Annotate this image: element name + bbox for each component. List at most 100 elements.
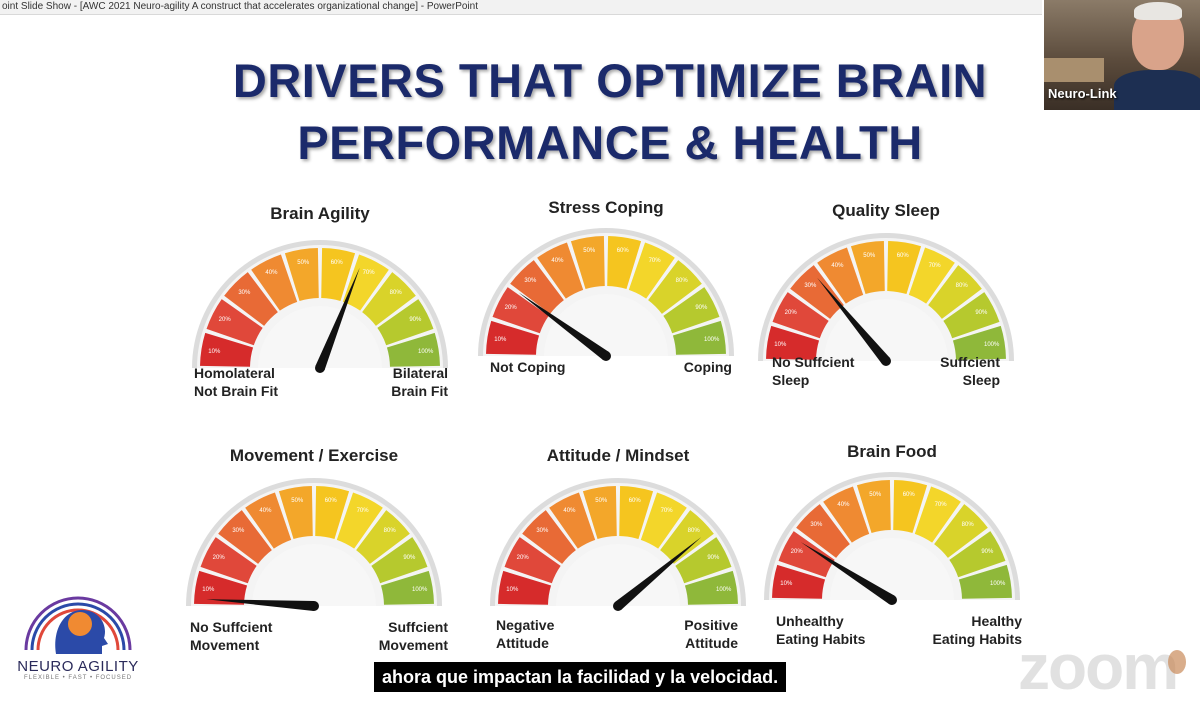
gauge-tick-label: 60% (897, 253, 910, 259)
gauge-needle (614, 537, 702, 610)
gauge-segment (887, 241, 922, 295)
gauge-segment (492, 287, 549, 334)
gauge-segment (200, 332, 254, 367)
brand-watermark-icon (1168, 650, 1186, 674)
gauge-tick-label: 50% (583, 248, 596, 254)
gauge-dial: 10% 20% 30% 40% 50% 60% 70% 80% 90% 100% (478, 228, 734, 361)
gauge-right-label: Healthy Eating Habits (932, 613, 1022, 647)
gauge-segment (570, 236, 605, 290)
gauge-needle (817, 277, 890, 365)
gauge-tick-label: 10% (202, 587, 215, 593)
gauge-segment (928, 265, 982, 319)
gauge-tick-label: 40% (551, 258, 564, 264)
gauge-segment (663, 287, 720, 334)
gauge-movement-exercise: Movement / Exercise 10% 20% 30% 40% 50% 60% 70… (174, 442, 454, 662)
participant-name: Neuro-Link (1048, 86, 1117, 101)
gauge-dial: 10% 20% 30% 40% 50% 60% 70% 80% 90% 100% (758, 233, 1014, 366)
gauge-segment (537, 242, 584, 299)
gauge-tick-label: 60% (629, 498, 642, 504)
gauge-dial: 10% 20% 30% 40% 50% 60% 70% 80% 90% 100% (490, 478, 746, 611)
gauge-brain-food: Brain Food 10% 20% 30% 40% 50% 60% 70% 80% 90% 10… (752, 440, 1032, 660)
gauge-tick-label: 100% (984, 342, 1000, 348)
gauge-segment (342, 254, 389, 311)
gauge-segment (380, 570, 434, 605)
gauge-segment (672, 320, 726, 355)
gauge-tick-label: 50% (863, 253, 876, 259)
gauge-segment (893, 480, 928, 534)
gauge-tick-label: 80% (962, 522, 975, 528)
gauge-segment (251, 254, 298, 311)
participant-hair (1134, 2, 1182, 20)
window-title: oint Slide Show - [AWC 2021 Neuro-agilit… (2, 1, 478, 12)
gauge-segment (510, 260, 564, 314)
slide-title-line-2: PERFORMANCE & HEALTH (297, 116, 923, 169)
gauge-hub-face (544, 294, 668, 356)
gauge-segment (823, 486, 870, 543)
gauge-segment (943, 292, 1000, 339)
gauge-tick-label: 100% (716, 587, 732, 593)
gauge-tick-label: 30% (810, 522, 823, 528)
gauge-segment (908, 247, 955, 304)
gauge-hub-face (252, 544, 376, 606)
gauge-segment (958, 564, 1012, 599)
gauge-tick-label: 100% (990, 581, 1006, 587)
gauge-left-label: Unhealthy Eating Habits (776, 613, 866, 647)
gauge-tick-label: 60% (331, 260, 344, 266)
gauge-segment (377, 299, 434, 346)
gauge-tick-label: 40% (831, 263, 844, 269)
gauge-left-label: Not Coping (490, 359, 566, 375)
gauge-tick-label: 70% (929, 263, 942, 269)
gauge-tick-label: 30% (804, 283, 817, 289)
gauge-hub-face (824, 299, 948, 361)
gauge-left-label: No Suffcient Movement (190, 619, 273, 653)
gauge-segment (934, 504, 988, 558)
gauge-right-label: Bilateral Brain Fit (391, 365, 448, 399)
gauge-segment (522, 510, 576, 564)
gauge-tick-label: 80% (688, 528, 701, 534)
gauge-needle-hub (601, 351, 611, 361)
gauge-needle (315, 267, 360, 370)
gauge-needle (800, 542, 895, 605)
gauge-title: Movement / Exercise (229, 446, 399, 465)
participant-video-tile[interactable]: Neuro-Link (1044, 0, 1200, 110)
slide-title-line-1: DRIVERS THAT OPTIMIZE BRAIN (232, 54, 988, 107)
gauge-segment (684, 570, 738, 605)
gauge-tick-label: 80% (676, 278, 689, 284)
gauge-tick-label: 20% (785, 310, 798, 316)
gauge-title: Brain Food (847, 442, 937, 461)
gauge-tick-label: 70% (357, 508, 370, 514)
gauge-right-label: Suffcient Movement (378, 619, 448, 653)
gauge-tick-label: 90% (981, 549, 994, 555)
subtitle-caption: ahora que impactan la facilidad y la vel… (374, 662, 787, 692)
gauge-segment (315, 486, 350, 540)
gauge-tick-label: 40% (837, 502, 850, 508)
gauge-segment (386, 332, 440, 367)
gauge-right-label: Suffcient Sleep (940, 354, 1000, 388)
gauge-segment (549, 492, 596, 549)
gauge-dial: 10% 20% 30% 40% 50% 60% 70% 80% 90% 100% (764, 472, 1020, 605)
gauge-tick-label: 80% (956, 283, 969, 289)
gauge-left-label: Negative Attitude (496, 617, 555, 651)
gauge-attitude-mindset: Attitude / Mindset 10% 20% 30% 40% 50% 60% 70%… (478, 442, 758, 662)
gauge-tick-label: 70% (649, 258, 662, 264)
gauge-hub-face (556, 544, 680, 606)
gauge-tick-label: 90% (403, 555, 416, 561)
gauge-tick-label: 20% (505, 305, 518, 311)
slide-title: DRIVERS THAT OPTIMIZE BRAIN PERFORMANCE … (170, 50, 1050, 174)
gauge-segment (278, 486, 313, 540)
gauge-segment (582, 486, 617, 540)
gauge-needle-hub (309, 601, 319, 611)
gauge-segment (648, 260, 702, 314)
gauge-segment (778, 531, 835, 578)
gauge-needle-hub (881, 356, 891, 366)
gauge-segment (498, 570, 552, 605)
gauge-tick-label: 10% (494, 337, 507, 343)
gauge-tick-label: 70% (935, 502, 948, 508)
gauge-needle (206, 599, 315, 611)
gauge-tick-label: 100% (704, 337, 720, 343)
gauge-segment (619, 486, 654, 540)
zoom-watermark: zoom (1018, 631, 1179, 703)
gauge-segment (206, 299, 263, 346)
gauge-needle (518, 292, 609, 361)
gauge-left-label: Homolateral Not Brain Fit (194, 365, 278, 399)
